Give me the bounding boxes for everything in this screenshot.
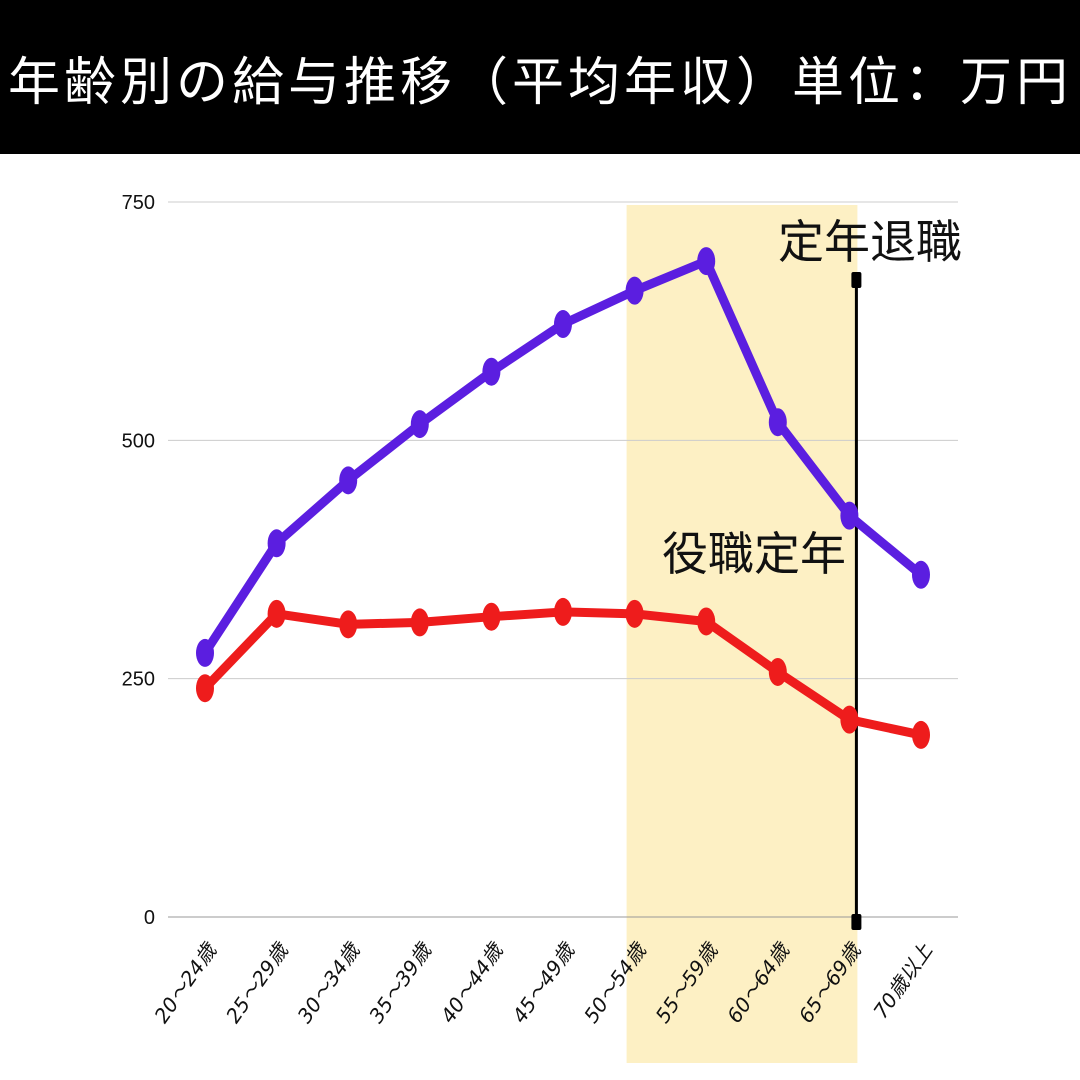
y-tick-label: 0: [144, 907, 155, 929]
purple_series-point: [267, 529, 286, 558]
red_series-point: [267, 599, 286, 628]
x-tick-label: 25～29歳: [221, 937, 294, 1027]
red_series-point: [554, 597, 572, 626]
chart-title: 年齢別の給与推移（平均年収）単位：万円: [7, 52, 1072, 113]
purple_series-point: [625, 276, 644, 305]
purple_series-point: [768, 408, 787, 437]
retirement-marker-top-cap: [851, 272, 862, 288]
retirement-marker-bottom-cap: [851, 914, 862, 930]
purple_series-point: [912, 560, 930, 589]
x-tick-label: 35～39歳: [364, 937, 437, 1027]
purple_series-point: [697, 247, 716, 276]
red_series-point: [196, 674, 214, 703]
x-tick-label: 30～34歳: [292, 937, 365, 1027]
red_series-point: [625, 599, 644, 628]
retirement-label: 定年退職: [778, 215, 962, 269]
x-tick-label: 20～24歳: [149, 937, 222, 1027]
purple_series-point: [410, 410, 429, 439]
x-tick-label: 45～49歳: [507, 937, 580, 1027]
y-tick-label: 250: [122, 669, 155, 691]
y-tick-label: 500: [122, 430, 155, 452]
red_series-point: [697, 607, 716, 636]
red_series-point: [339, 610, 358, 639]
position-retirement-label: 役職定年: [662, 527, 846, 581]
purple_series-point: [840, 501, 859, 530]
red_series-point: [410, 608, 429, 637]
red_series-point: [482, 602, 501, 631]
red_series-point: [912, 720, 930, 749]
purple_series-point: [554, 310, 572, 339]
purple_series-point: [482, 357, 501, 386]
x-tick-label: 40～44歳: [436, 937, 509, 1027]
x-tick-label: 70歳以上: [868, 938, 937, 1023]
red_series-point: [840, 705, 859, 734]
y-tick-label: 750: [122, 192, 155, 214]
purple_series-point: [196, 638, 214, 667]
red_series-point: [768, 657, 787, 686]
purple_series-point: [339, 466, 358, 495]
title-bar: 年齢別の給与推移（平均年収）単位：万円: [0, 0, 1080, 154]
